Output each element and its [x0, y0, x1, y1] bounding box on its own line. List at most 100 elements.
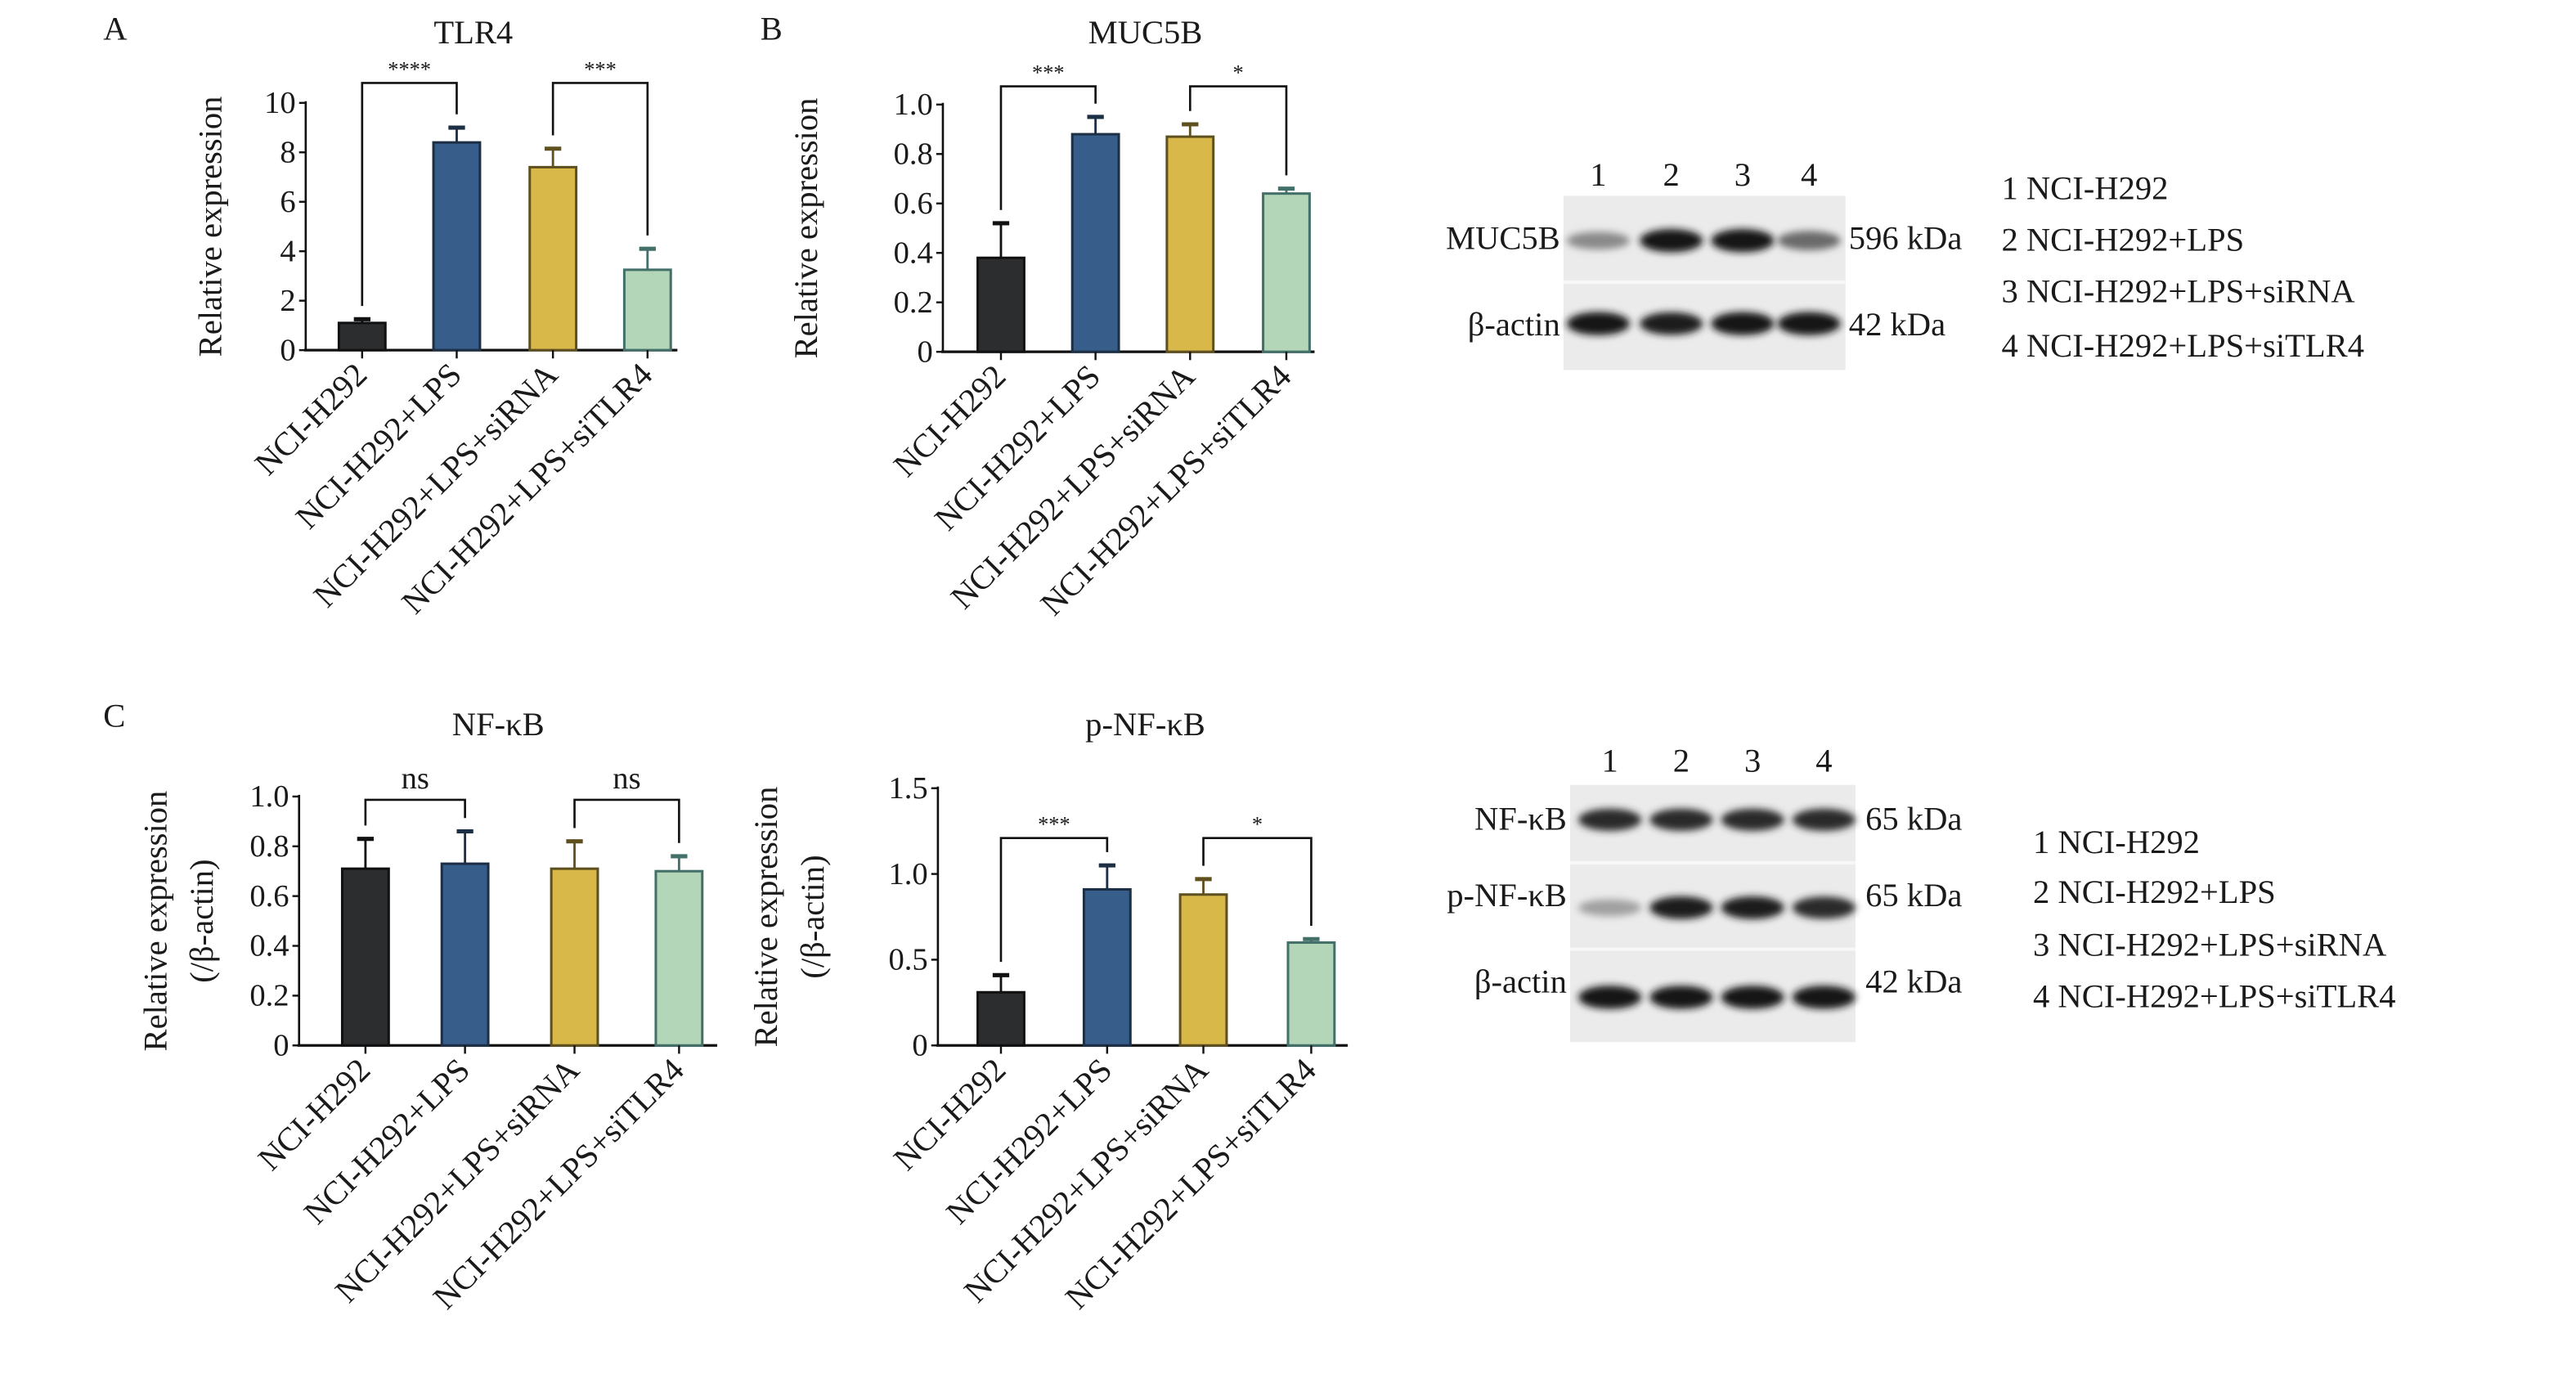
protein-label: p-NF-κB — [1447, 877, 1567, 914]
y-axis-label: (/β-actin) — [794, 855, 831, 978]
protein-label: NF-κB — [1474, 800, 1567, 837]
protein-label: β-actin — [1474, 963, 1567, 999]
significance-label: ns — [402, 761, 429, 796]
lane-number: 1 — [1601, 742, 1618, 779]
y-tick-label: 1.0 — [889, 857, 928, 891]
bar — [1070, 132, 1120, 353]
y-tick-label: 0 — [273, 1028, 289, 1062]
bar — [432, 141, 482, 352]
y-tick-label: 0.2 — [249, 979, 289, 1013]
y-axis-label: (/β-actin) — [183, 859, 220, 982]
bar — [622, 268, 672, 352]
x-tick-label: NCI-H292+LPS — [927, 357, 1107, 537]
protein-band — [1649, 896, 1713, 919]
bar — [976, 256, 1025, 353]
lane-number: 4 — [1801, 156, 1817, 193]
lane-legend-item: 2 NCI-H292+LPS — [2033, 873, 2276, 910]
significance-bracket — [1188, 85, 1288, 176]
bar — [976, 990, 1025, 1047]
significance-label: *** — [1032, 61, 1065, 84]
protein-label: β-actin — [1468, 306, 1560, 343]
y-tick-label: 0 — [280, 333, 295, 367]
molecular-weight-label: 65 kDa — [1865, 877, 1962, 914]
protein-band — [1792, 896, 1856, 919]
y-axis-label: Relative expression — [747, 787, 784, 1048]
chart-title: NF-κB — [452, 706, 545, 743]
significance-bracket — [999, 837, 1109, 963]
y-tick-label: 1.0 — [249, 779, 289, 814]
y-tick-label: 0.2 — [894, 285, 933, 320]
chart-2: NF-κB Relative expression (/β-actin) 0 0.2 0.… — [137, 706, 718, 1316]
protein-band — [1777, 231, 1841, 250]
protein-band — [1566, 231, 1630, 250]
significance-label: ns — [613, 761, 640, 796]
lane-number: 3 — [1735, 156, 1751, 193]
blot-0: 1 2 3 4 MUC5B 596 kDa β-actin 42 kDa 1 NCI-H292 2… — [1446, 156, 2364, 370]
protein-band — [1640, 229, 1703, 253]
y-tick-label: 4 — [280, 234, 295, 268]
significance-label: **** — [388, 57, 431, 81]
bar — [654, 869, 704, 1047]
lane-legend-item: 1 NCI-H292 — [2001, 169, 2168, 206]
blot-1: 1 2 3 4 NF-κB 65 kDa p-NF-κB 65 kDa β-actin 42 kD… — [1447, 742, 2396, 1043]
bar — [1262, 192, 1311, 353]
significance-bracket — [1202, 837, 1313, 927]
molecular-weight-label: 65 kDa — [1865, 800, 1962, 837]
chart-1: MUC5B Relative expression 0 0.2 0.4 0.6 0.8 1.0… — [788, 14, 1315, 622]
significance-bracket — [361, 82, 458, 307]
lane-legend-item: 3 NCI-H292+LPS+siRNA — [2001, 272, 2354, 309]
significance-label: * — [1233, 61, 1244, 84]
lane-number: 2 — [1673, 742, 1690, 779]
western-blots: 1 2 3 4 MUC5B 596 kDa β-actin 42 kDa 1 NCI-H292 2… — [1446, 156, 2396, 1043]
bar — [1178, 893, 1228, 1047]
y-tick-label: 10 — [264, 86, 296, 120]
y-tick-label: 6 — [280, 185, 295, 219]
molecular-weight-label: 42 kDa — [1865, 963, 1962, 999]
protein-band — [1721, 896, 1784, 919]
significance-bracket — [999, 85, 1097, 210]
y-tick-label: 0.4 — [249, 929, 289, 963]
significance-label: *** — [1038, 813, 1070, 837]
protein-band — [1792, 986, 1856, 1009]
significance-label: *** — [584, 57, 617, 81]
chart-title: p-NF-κB — [1085, 706, 1205, 743]
protein-band — [1566, 312, 1630, 335]
x-tick-label: NCI-H292+LPS — [289, 356, 469, 536]
y-tick-label: 0.5 — [889, 943, 928, 977]
bar — [550, 867, 599, 1047]
significance-bracket — [551, 82, 649, 236]
protein-band — [1578, 808, 1642, 831]
protein-band — [1640, 312, 1703, 335]
chart-title: TLR4 — [433, 14, 513, 51]
y-axis-label: Relative expression — [191, 97, 228, 357]
y-axis-label: Relative expression — [788, 98, 824, 359]
protein-band — [1711, 229, 1775, 253]
panel-label-c: C — [103, 698, 125, 734]
y-tick-label: 0 — [918, 335, 933, 369]
protein-band — [1649, 986, 1713, 1009]
y-axis-label: Relative expression — [137, 791, 173, 1052]
protein-label: MUC5B — [1446, 219, 1560, 256]
lane-number: 3 — [1744, 742, 1761, 779]
panel-label-b: B — [761, 11, 783, 47]
bar — [528, 165, 578, 352]
y-tick-label: 1.0 — [894, 88, 933, 122]
bar — [340, 867, 390, 1047]
y-tick-label: 8 — [280, 135, 295, 169]
lane-number: 4 — [1815, 742, 1832, 779]
chart-title: MUC5B — [1088, 14, 1203, 51]
protein-band — [1721, 808, 1784, 831]
chart-3: p-NF-κB Relative expression (/β-actin) 0 0.5… — [747, 706, 1349, 1316]
lane-legend-item: 3 NCI-H292+LPS+siRNA — [2033, 927, 2386, 963]
y-tick-label: 0.6 — [249, 879, 289, 914]
lane-legend-item: 4 NCI-H292+LPS+siTLR4 — [2033, 978, 2396, 1015]
lane-legend-item: 4 NCI-H292+LPS+siTLR4 — [2001, 327, 2364, 364]
significance-bracket — [364, 798, 466, 826]
significance-label: * — [1252, 813, 1263, 837]
y-tick-label: 0.8 — [249, 829, 289, 864]
molecular-weight-label: 42 kDa — [1849, 306, 1945, 343]
lane-legend-item: 1 NCI-H292 — [2033, 824, 2200, 860]
